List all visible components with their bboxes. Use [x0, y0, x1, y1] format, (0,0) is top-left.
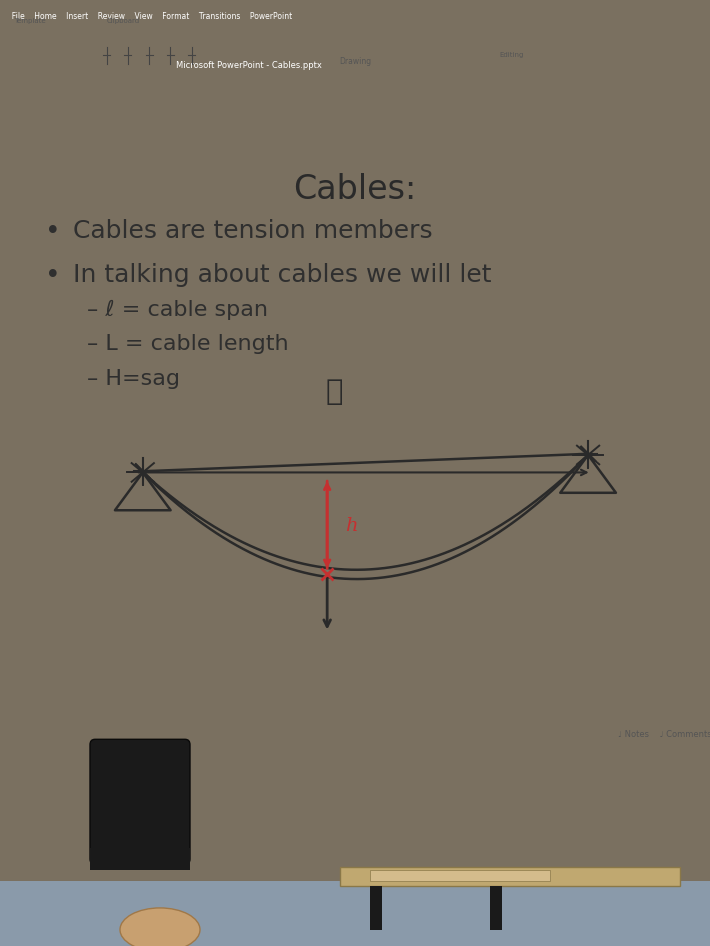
Text: Cables are tension members: Cables are tension members	[73, 219, 433, 243]
Bar	[370, 870, 550, 881]
Text: •: •	[45, 219, 61, 245]
Text: Editing: Editing	[499, 52, 523, 59]
Text: In talking about cables we will let: In talking about cables we will let	[73, 263, 492, 287]
Text: – H=sag: – H=sag	[87, 369, 180, 389]
Text: – ℓ = cable span: – ℓ = cable span	[87, 300, 268, 320]
Text: •: •	[45, 263, 61, 289]
Text: Drawing: Drawing	[339, 57, 371, 66]
Text: ℓ: ℓ	[325, 377, 343, 406]
FancyBboxPatch shape	[90, 740, 190, 865]
Text: Clipboard: Clipboard	[106, 19, 140, 25]
Text: File    Home    Insert    Review    View    Format    Transitions    PowerPoint: File Home Insert Review View Format Tran…	[7, 11, 293, 21]
Bar	[0, 881, 710, 946]
Text: ♩ Notes    ♩ Comments: ♩ Notes ♩ Comments	[618, 729, 710, 739]
Bar	[340, 867, 680, 886]
Ellipse shape	[120, 908, 200, 946]
Text: Cables:: Cables:	[293, 173, 417, 206]
Text: – L = cable length: – L = cable length	[87, 334, 289, 354]
Text: h: h	[344, 517, 357, 535]
Text: Template: Template	[14, 19, 46, 25]
Bar	[370, 886, 382, 930]
Bar	[90, 848, 190, 870]
Text: Microsoft PowerPoint - Cables.pptx: Microsoft PowerPoint - Cables.pptx	[175, 61, 322, 71]
Bar	[490, 886, 502, 930]
